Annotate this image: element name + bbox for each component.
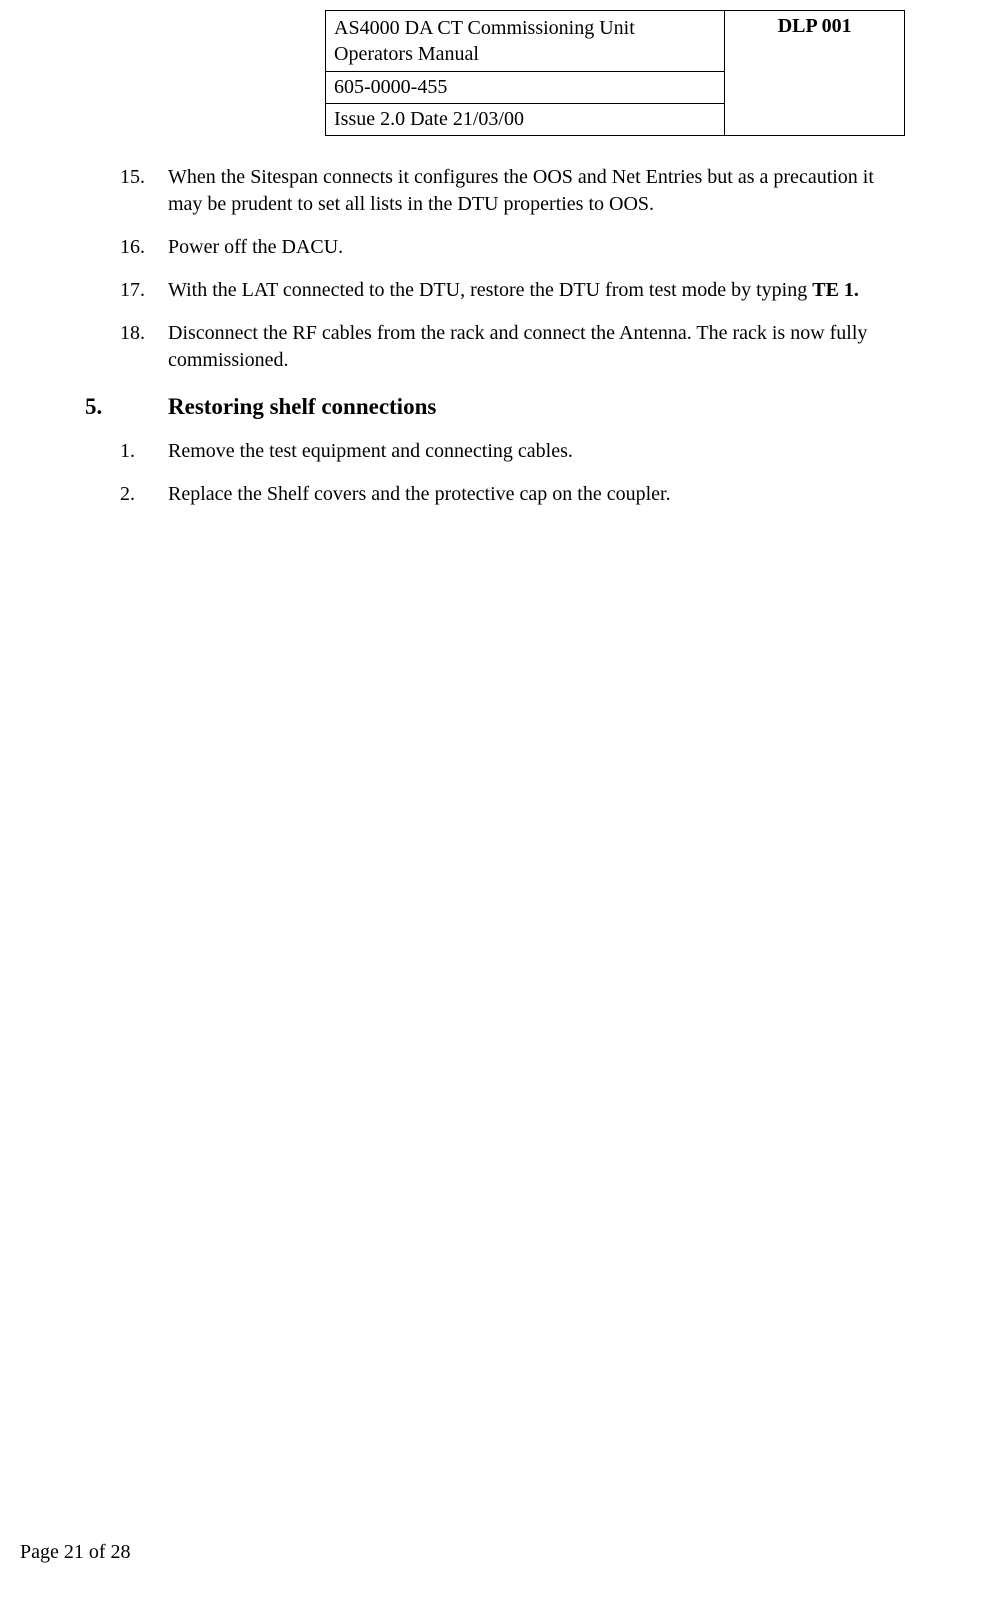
list-number: 16. [120,234,168,261]
list-item: 2. Replace the Shelf covers and the prot… [120,481,905,508]
list-text: Disconnect the RF cables from the rack a… [168,320,905,374]
section-heading: 5. Restoring shelf connections [85,394,905,420]
list-number: 17. [120,277,168,304]
list-text-prefix: With the LAT connected to the DTU, resto… [168,279,812,301]
list-item: 17. With the LAT connected to the DTU, r… [120,277,905,304]
list-item: 1. Remove the test equipment and connect… [120,438,905,465]
content-area: 15. When the Sitespan connects it config… [85,164,905,508]
section-title: Restoring shelf connections [168,394,436,420]
list-item: 16. Power off the DACU. [120,234,905,261]
list-number: 1. [120,438,168,465]
doc-number: 605-0000-455 [326,72,725,104]
document-page: AS4000 DA CT Commissioning Unit Operator… [0,0,990,508]
list-text: Remove the test equipment and connecting… [168,438,905,465]
list-text: When the Sitespan connects it configures… [168,164,905,218]
dlp-code: DLP 001 [725,11,905,136]
section-number: 5. [85,394,168,420]
list-item: 15. When the Sitespan connects it config… [120,164,905,218]
list-text-bold: TE 1. [812,279,859,301]
list-text: Replace the Shelf covers and the protect… [168,481,905,508]
list-item: 18. Disconnect the RF cables from the ra… [120,320,905,374]
issue-date: Issue 2.0 Date 21/03/00 [326,104,725,136]
list-number: 18. [120,320,168,374]
doc-title-line2: Operators Manual [334,43,479,65]
doc-title-cell: AS4000 DA CT Commissioning Unit Operator… [326,11,725,72]
page-footer: Page 21 of 28 [20,1541,131,1564]
list-text: With the LAT connected to the DTU, resto… [168,277,905,304]
list-number: 15. [120,164,168,218]
list-number: 2. [120,481,168,508]
doc-title-line1: AS4000 DA CT Commissioning Unit [334,17,635,39]
list-text: Power off the DACU. [168,234,905,261]
header-table: AS4000 DA CT Commissioning Unit Operator… [325,10,905,136]
